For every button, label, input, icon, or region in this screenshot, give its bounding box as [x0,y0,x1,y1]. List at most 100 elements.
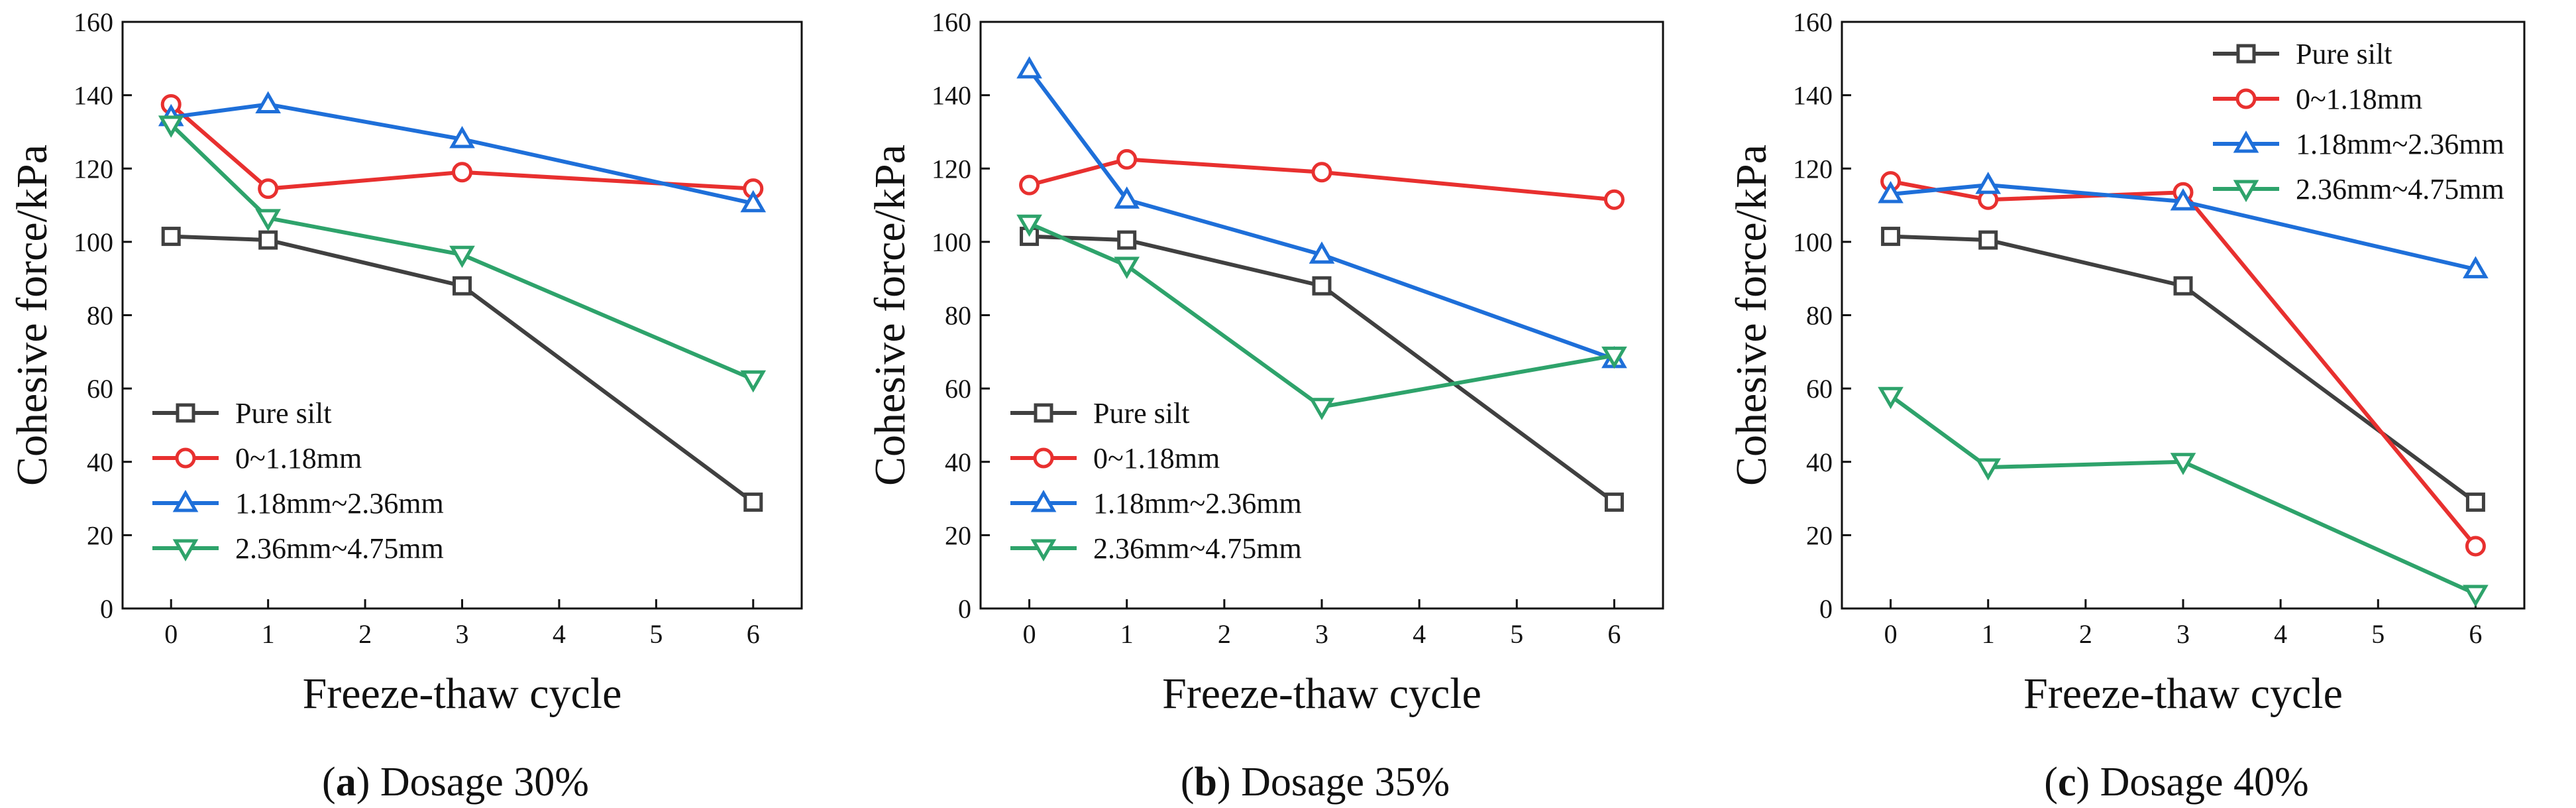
x-tick-label: 6 [747,619,760,649]
legend: Pure silt 0~1.18mm 1.18mm~2.36mm 2.36mm~4.7… [1010,397,1302,565]
data-point [2173,276,2193,296]
data-point [743,492,763,512]
y-tick-label: 140 [1793,81,1833,111]
data-point [255,91,281,113]
y-tick-label: 120 [1793,154,1833,184]
y-axis-title: Cohesive force/kPa [8,144,56,486]
y-tick-label: 140 [932,81,971,111]
data-point [1114,257,1140,279]
legend-marker [2233,180,2259,203]
legend-marker [1034,403,1053,423]
y-tick-label: 100 [74,227,113,257]
x-axis-title: Freeze-thaw cycle [2023,669,2343,718]
legend-label: Pure silt [235,397,331,430]
y-tick-label: 20 [87,520,113,550]
legend-label: 0~1.18mm [235,442,362,475]
data-point [2463,256,2489,278]
legend: Pure silt 0~1.18mm 1.18mm~2.36mm 2.36mm~4.7… [2213,38,2504,205]
x-tick-label: 3 [456,619,469,649]
y-tick-label: 20 [1806,520,1833,550]
y-axis-title: Cohesive force/kPa [1727,144,1776,486]
data-point [1878,180,1904,203]
x-tick-label: 0 [1023,619,1036,649]
data-point [2463,585,2489,607]
legend-marker [1033,447,1054,469]
panel-caption: (a) Dosage 30% [322,760,589,805]
data-point [452,162,472,183]
series-line [170,102,754,205]
x-tick-label: 4 [1413,619,1426,649]
y-tick-label: 160 [74,7,113,37]
legend-label: 0~1.18mm [2296,83,2422,115]
data-point [1016,214,1042,237]
y-axis-title: Cohesive force/kPa [866,144,914,486]
data-point [255,209,281,231]
legend-label: 2.36mm~4.75mm [235,532,444,565]
legend-marker [2233,130,2259,153]
x-tick-label: 3 [2176,619,2190,649]
series-line [1028,221,1615,409]
x-tick-label: 6 [1607,619,1621,649]
data-point [1878,386,1904,410]
data-point [1309,398,1335,420]
series-line [171,234,755,504]
y-tick-label: 40 [87,447,113,477]
legend-label: 1.18mm~2.36mm [235,487,444,520]
data-point [1309,241,1335,264]
y-tick-label: 60 [1806,374,1833,404]
x-tick-label: 2 [358,619,372,649]
series-line [1890,234,2477,504]
x-tick-label: 6 [2469,619,2482,649]
data-point [1978,230,1998,250]
data-point [258,178,279,200]
y-tick-label: 20 [945,520,971,550]
y-tick-label: 60 [945,374,971,404]
data-point [1016,56,1042,79]
data-point [2170,188,2196,211]
series-line [1028,68,1615,361]
data-point [740,190,767,213]
x-tick-label: 0 [164,619,178,649]
data-point [1312,276,1332,296]
series-line [1029,234,1616,504]
x-tick-label: 3 [1315,619,1328,649]
y-tick-label: 100 [932,227,971,257]
data-point [1975,458,2002,481]
x-tick-label: 5 [2371,619,2385,649]
series-line [170,123,754,382]
legend-label: 0~1.18mm [1093,442,1220,475]
x-tick-label: 2 [2079,619,2092,649]
y-tick-label: 140 [74,81,113,111]
y-tick-label: 40 [945,447,971,477]
x-tick-label: 1 [1120,619,1134,649]
y-tick-label: 160 [1793,7,1833,37]
legend-label: 1.18mm~2.36mm [1093,487,1302,520]
series-line [1890,183,2477,272]
legend-marker [1030,539,1057,562]
legend-marker [1030,489,1057,512]
data-point [449,245,475,268]
x-tick-label: 2 [1218,619,1231,649]
data-point [1117,230,1137,250]
y-tick-label: 40 [1806,447,1833,477]
x-axis-title: Freeze-thaw cycle [1162,669,1481,718]
x-axis-title: Freeze-thaw cycle [303,669,622,718]
y-tick-label: 60 [87,374,113,404]
data-point [453,276,472,296]
series-line [1028,157,1615,202]
data-point [1114,186,1140,209]
data-point [1311,162,1332,183]
legend: Pure silt 0~1.18mm 1.18mm~2.36mm 2.36mm~4.7… [152,397,444,565]
legend-label: 2.36mm~4.75mm [1093,532,1302,565]
panel-caption: (c) Dosage 40% [2044,760,2308,805]
data-point [1603,189,1625,210]
data-point [2465,492,2485,512]
chart-panel-b: 0 20 40 60 80 100 120 140 160 0 1 2 3 4 5 6 Freeze-thaw … [866,7,1664,805]
y-tick-label: 0 [1819,594,1833,624]
data-point [2465,536,2486,557]
data-point [449,125,475,148]
chart-panel-c: 0 20 40 60 80 100 120 140 160 0 1 2 3 4 5 6 Freeze-thaw … [1727,7,2526,805]
data-point [740,370,767,393]
y-tick-label: 160 [932,7,971,37]
